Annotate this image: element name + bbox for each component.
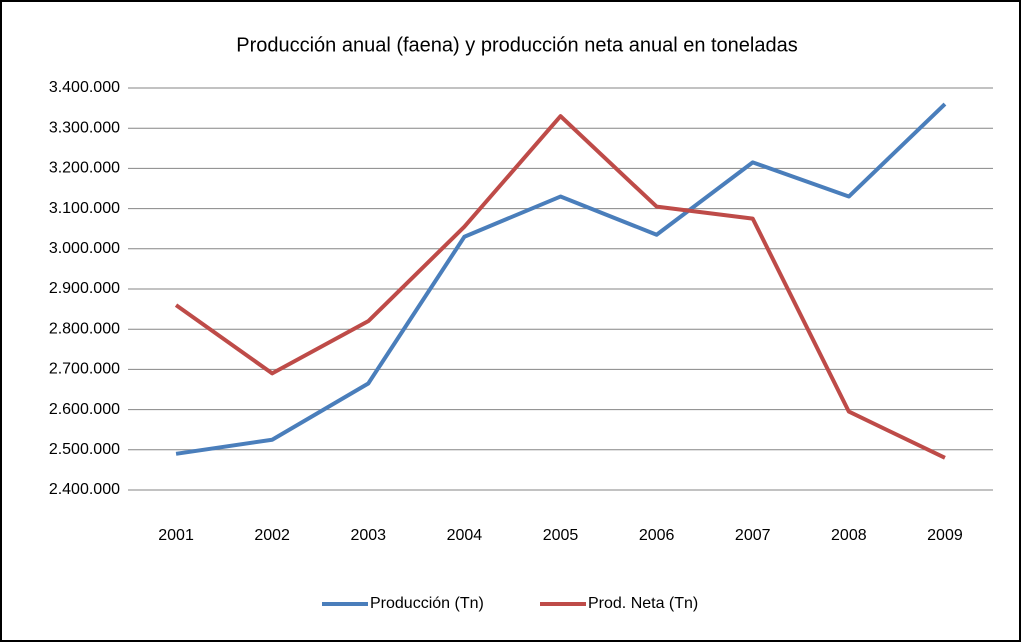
x-tick-label: 2003 [350,527,386,544]
y-tick-label: 2.400.000 [49,481,120,498]
x-tick-label: 2002 [254,527,290,544]
y-tick-label: 2.700.000 [49,361,120,378]
x-tick-label: 2007 [735,527,771,544]
x-tick-label: 2009 [927,527,963,544]
y-tick-label: 2.500.000 [49,441,120,458]
x-tick-label: 2001 [158,527,194,544]
y-tick-label: 2.900.000 [49,280,120,297]
data-line [174,114,946,460]
x-tick-label: 2004 [447,527,483,544]
legend-label: Producción (Tn) [370,595,484,612]
y-tick-label: 3.200.000 [49,160,120,177]
legend-label: Prod. Neta (Tn) [588,595,698,612]
x-tick-label: 2005 [543,527,579,544]
y-tick-label: 2.600.000 [49,401,120,418]
data-line [175,102,947,456]
y-tick-label: 3.400.000 [49,79,120,96]
x-tick-label: 2008 [831,527,867,544]
x-tick-label: 2006 [639,527,675,544]
y-tick-label: 3.100.000 [49,200,120,217]
chart-title: Producción anual (faena) y producción ne… [236,34,798,56]
y-tick-label: 3.000.000 [49,240,120,257]
y-tick-label: 3.300.000 [49,119,120,136]
y-tick-label: 2.800.000 [49,320,120,337]
